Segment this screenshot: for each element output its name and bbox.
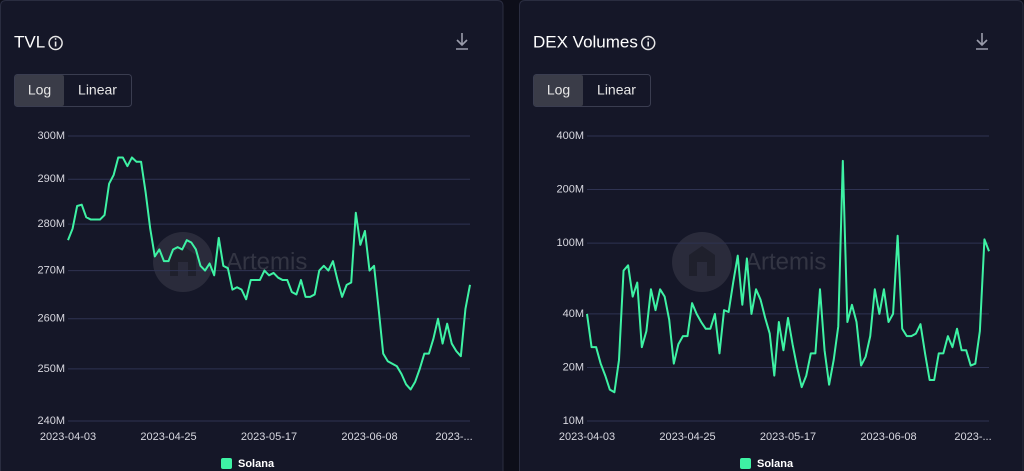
x-tick-label: 2023-05-17 bbox=[760, 431, 816, 443]
x-tick-label: 2023-04-25 bbox=[140, 431, 196, 443]
toggle-button[interactable]: Log bbox=[28, 82, 51, 98]
x-tick-label: 2023-... bbox=[954, 431, 991, 443]
x-tick-label: 2023-... bbox=[435, 431, 472, 443]
toggle-selected bbox=[15, 75, 64, 106]
chart-title: TVL bbox=[14, 32, 45, 51]
watermark-glyph bbox=[170, 246, 196, 276]
y-tick-label: 290M bbox=[37, 173, 65, 185]
chart-panel: TVL Log Linear Artemis 240M 250M 260M 270M 280M 2… bbox=[0, 0, 504, 471]
y-tick-label: 250M bbox=[37, 363, 65, 375]
info-icon-dot bbox=[647, 38, 650, 40]
info-icon[interactable] bbox=[640, 35, 656, 51]
y-tick-label: 20M bbox=[563, 361, 584, 373]
chart-title: DEX Volumes bbox=[533, 32, 638, 51]
x-tick-label: 2023-05-17 bbox=[241, 431, 297, 443]
x-tick-label: 2023-04-03 bbox=[40, 431, 96, 443]
legend-label: Solana bbox=[757, 458, 794, 470]
y-tick-label: 260M bbox=[37, 313, 65, 325]
watermark: Artemis bbox=[226, 248, 307, 275]
legend-swatch bbox=[221, 458, 232, 469]
watermark-logo bbox=[672, 232, 732, 292]
y-tick-label: 270M bbox=[37, 264, 65, 276]
download-icon[interactable] bbox=[456, 33, 468, 50]
series-line bbox=[586, 159, 990, 394]
y-tick-label: 400M bbox=[556, 130, 584, 142]
x-tick-label: 2023-06-08 bbox=[860, 431, 916, 443]
legend-swatch bbox=[740, 458, 751, 469]
toggle-selected bbox=[534, 75, 583, 106]
watermark: Artemis bbox=[745, 248, 826, 275]
y-tick-label: 300M bbox=[37, 130, 65, 142]
panel-frame bbox=[0, 0, 504, 471]
panel-frame bbox=[519, 0, 1024, 471]
chart-panel: DEX Volumes Log Linear Artemis 10M 20M 40M 100M… bbox=[519, 0, 1024, 471]
toggle-button[interactable]: Linear bbox=[597, 82, 636, 98]
y-tick-label: 100M bbox=[556, 237, 584, 249]
watermark-logo bbox=[153, 232, 213, 292]
y-tick-label: 200M bbox=[556, 183, 584, 195]
toggle-button[interactable]: Linear bbox=[78, 82, 117, 98]
x-tick-label: 2023-04-03 bbox=[559, 431, 615, 443]
x-tick-label: 2023-04-25 bbox=[659, 431, 715, 443]
info-icon-dot bbox=[54, 38, 57, 40]
y-tick-label: 280M bbox=[37, 218, 65, 230]
toggle-frame bbox=[533, 74, 651, 107]
watermark-glyph bbox=[689, 246, 715, 276]
y-tick-label: 40M bbox=[563, 308, 584, 320]
x-tick-label: 2023-06-08 bbox=[341, 431, 397, 443]
y-tick-label: 10M bbox=[563, 415, 584, 427]
legend-label: Solana bbox=[238, 458, 275, 470]
y-tick-label: 240M bbox=[37, 415, 65, 427]
toggle-frame bbox=[14, 74, 132, 107]
toggle-button[interactable]: Log bbox=[547, 82, 570, 98]
info-icon[interactable] bbox=[48, 35, 63, 51]
download-icon[interactable] bbox=[976, 33, 988, 50]
series-line bbox=[67, 156, 471, 391]
